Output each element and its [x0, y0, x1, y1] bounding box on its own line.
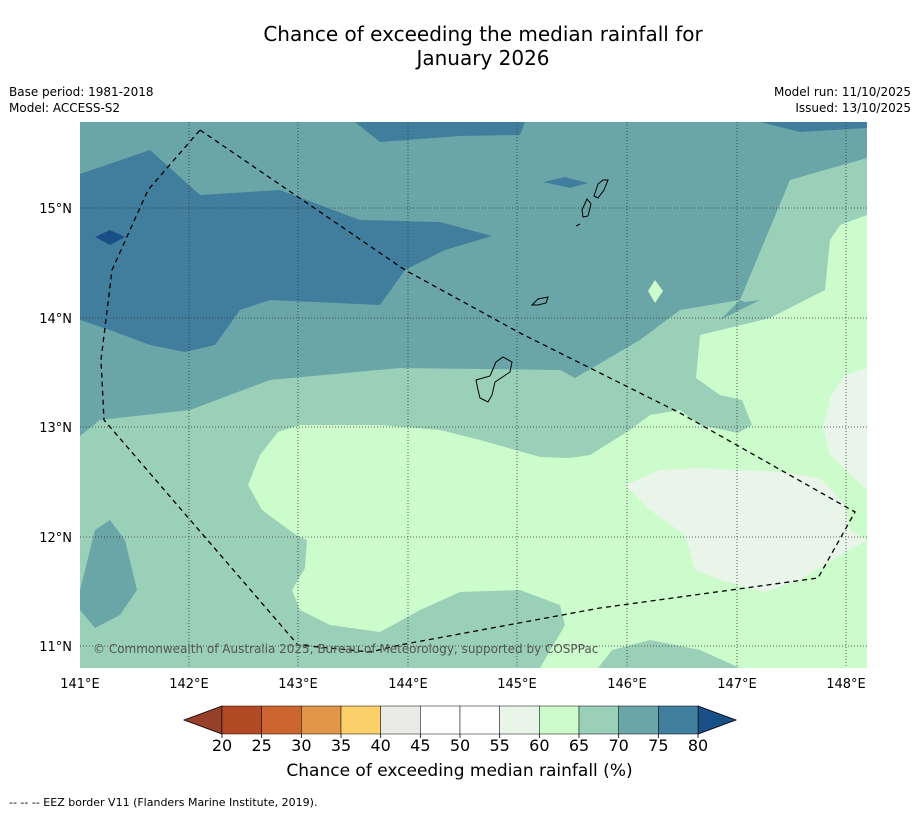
colorbar-tick-label: 25 — [251, 736, 271, 755]
graticule — [80, 122, 867, 668]
colorbar-segment — [301, 705, 342, 735]
eez-footnote: -- -- -- EEZ border V11 (Flanders Marine… — [9, 796, 318, 809]
colorbar-over-arrow — [697, 705, 738, 735]
contour-80-plus — [95, 230, 125, 245]
colorbar-segment — [420, 705, 461, 735]
y-tick-14n: 14°N — [39, 312, 72, 327]
contour-75-80-northeast — [760, 122, 867, 132]
island-tinian — [581, 198, 592, 218]
contour-55-60-south — [625, 468, 867, 592]
colorbar-tick-label: 75 — [648, 736, 668, 755]
colorbar-segment — [261, 705, 302, 735]
colorbar-tick-label: 20 — [212, 736, 232, 755]
island-rota — [530, 296, 549, 306]
base-period-text: Base period: 1981-2018 — [9, 85, 154, 99]
x-tick-143e: 143°E — [278, 677, 318, 692]
colorbar-segment — [578, 705, 619, 735]
x-tick-144e: 144°E — [388, 677, 428, 692]
contour-70-75-southwest — [80, 520, 137, 628]
contour-layers — [80, 122, 867, 668]
issued-text: Issued: 13/10/2025 — [795, 101, 911, 115]
x-tick-147e: 147°E — [717, 677, 757, 692]
island-outlines — [475, 179, 609, 403]
meta-right: Model run: 11/10/2025 Issued: 13/10/2025 — [774, 84, 911, 116]
island-aguijan — [575, 223, 581, 227]
colorbar-segment — [539, 705, 580, 735]
colorbar-segment — [459, 705, 500, 735]
colorbar-tick-label: 70 — [608, 736, 628, 755]
colorbar-segment — [658, 705, 699, 735]
x-tick-146e: 146°E — [607, 677, 647, 692]
island-guam — [475, 356, 513, 403]
colorbar-tick-label: 30 — [291, 736, 311, 755]
colorbar-segment — [499, 705, 540, 735]
colorbar-tick-label: 55 — [489, 736, 509, 755]
colorbar-tick-label: 60 — [529, 736, 549, 755]
colorbar-tick-label: 50 — [450, 736, 470, 755]
colorbar-tick-label: 45 — [410, 736, 430, 755]
title-line-1: Chance of exceeding the median rainfall … — [263, 22, 703, 46]
y-tick-12n: 12°N — [39, 531, 72, 546]
meta-left: Base period: 1981-2018 Model: ACCESS-S2 — [9, 84, 154, 116]
x-tick-148e: 148°E — [826, 677, 866, 692]
x-axis-labels: 141°E 142°E 143°E 144°E 145°E 146°E 147°… — [60, 677, 866, 692]
x-tick-145e: 145°E — [497, 677, 537, 692]
model-text: Model: ACCESS-S2 — [9, 101, 121, 115]
colorbar-segment — [221, 705, 262, 735]
contour-75-80-blob — [543, 177, 588, 188]
contour-55-60-east — [823, 368, 867, 490]
colorbar-tick-label: 35 — [331, 736, 351, 755]
contour-75-80-north — [355, 122, 525, 142]
map-title: Chance of exceeding the median rainfall … — [0, 22, 919, 70]
y-tick-11n: 11°N — [39, 640, 72, 655]
y-axis-labels: 15°N 14°N 13°N 12°N 11°N — [39, 202, 72, 655]
colorbar: 20 25 30 35 40 45 50 55 60 65 70 75 80 — [182, 705, 738, 755]
x-tick-141e: 141°E — [60, 677, 100, 692]
colorbar-segment — [618, 705, 659, 735]
colorbar-tick-label: 65 — [569, 736, 589, 755]
colorbar-segment — [340, 705, 381, 735]
colorbar-tick-label: 40 — [370, 736, 390, 755]
colorbar-under-arrow — [182, 705, 223, 735]
model-run-text: Model run: 11/10/2025 — [773, 85, 911, 99]
colorbar-segment — [380, 705, 421, 735]
contour-75-80-west — [80, 150, 492, 352]
colorbar-tick-label: 80 — [688, 736, 708, 755]
contour-60-65-diamond — [648, 280, 663, 303]
x-tick-142e: 142°E — [169, 677, 209, 692]
y-tick-13n: 13°N — [39, 421, 72, 436]
title-line-2: January 2026 — [416, 46, 550, 70]
y-tick-15n: 15°N — [39, 202, 72, 217]
credit-text: © Commonwealth of Australia 2025, Bureau… — [93, 642, 598, 656]
island-saipan — [593, 179, 609, 199]
colorbar-title: Chance of exceeding median rainfall (%) — [286, 761, 633, 781]
